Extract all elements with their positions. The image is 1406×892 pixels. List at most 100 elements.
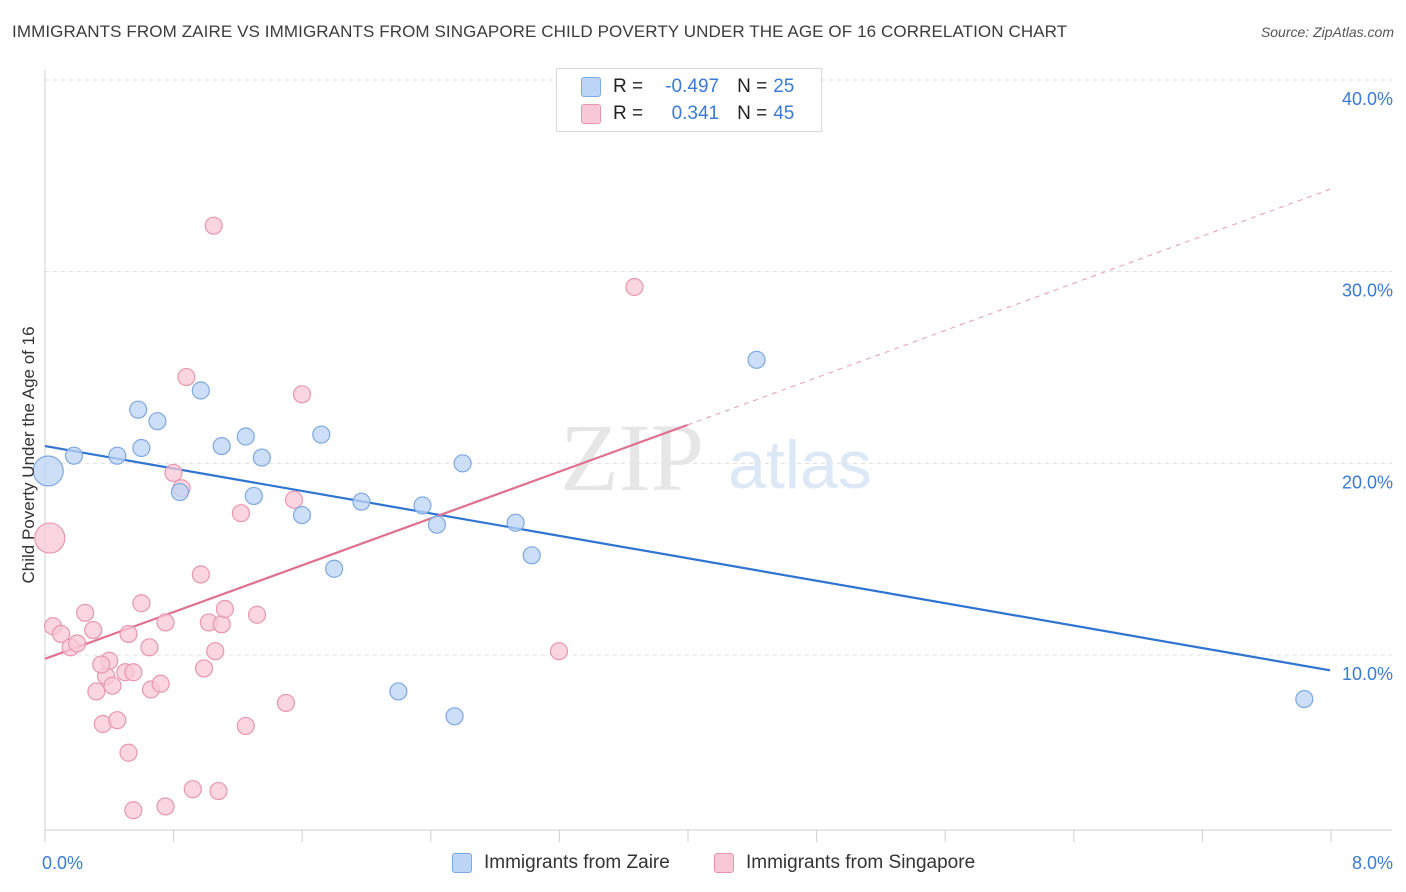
data-point-singapore [156, 797, 175, 816]
watermark-zip: ZIP [560, 404, 704, 511]
chart-title: IMMIGRANTS FROM ZAIRE VS IMMIGRANTS FROM… [12, 22, 1068, 41]
y-tick-label: 20.0% [1342, 472, 1393, 492]
series-legend: Immigrants from Zaire Immigrants from Si… [0, 852, 1406, 878]
legend-label-zaire: Immigrants from Zaire [484, 852, 670, 873]
data-point-zaire [325, 559, 344, 578]
data-point-singapore [292, 385, 312, 404]
data-point-singapore [124, 801, 143, 820]
data-point-singapore [51, 624, 71, 644]
legend-n-value-zaire: 25 [773, 76, 795, 97]
y-axis-label: Child Poverty Under the Age of 16 [19, 326, 38, 583]
gridlines [45, 79, 1392, 656]
y-tick-label: 10.0% [1342, 664, 1393, 684]
data-point-zaire [212, 436, 231, 456]
data-point-zaire [413, 496, 432, 515]
legend-row-zaire: R = -0.497 N = 25 [581, 74, 794, 100]
data-point-singapore [108, 711, 127, 730]
data-point-singapore [191, 565, 210, 584]
x-ticks [44, 830, 1332, 842]
data-point-singapore [625, 277, 644, 297]
legend-swatch-zaire [452, 853, 472, 873]
data-point-singapore [156, 613, 175, 632]
data-point-zaire [453, 454, 472, 473]
data-point-zaire [292, 505, 312, 525]
data-point-singapore [276, 693, 296, 713]
series-singapore-points [34, 216, 644, 820]
legend-swatch-zaire [581, 77, 601, 97]
data-point-singapore [34, 522, 66, 554]
data-point-singapore [284, 490, 304, 509]
x-tick-label-max: 8.0% [1352, 853, 1393, 873]
stats-legend: R = -0.497 N = 25 R = 0.341 N = 45 [556, 68, 822, 132]
legend-r-label: R = [613, 76, 644, 97]
data-point-zaire [32, 455, 64, 487]
data-point-zaire [747, 350, 766, 369]
data-point-zaire [312, 425, 331, 444]
data-point-singapore [247, 605, 267, 624]
data-point-singapore [236, 716, 255, 736]
data-point-singapore [87, 682, 106, 701]
data-point-zaire [244, 486, 263, 506]
y-tick-labels: 10.0% 20.0% 30.0% 40.0% [1342, 89, 1393, 684]
legend-n-value-singapore: 45 [773, 103, 795, 124]
data-point-zaire [148, 412, 167, 431]
series-zaire-points [32, 350, 1314, 726]
data-point-singapore [549, 642, 569, 661]
data-point-zaire [170, 482, 190, 502]
data-point-zaire [236, 427, 255, 446]
x-tick-label-min: 0.0% [42, 853, 83, 873]
data-point-singapore [119, 743, 138, 762]
data-point-zaire [522, 546, 541, 565]
trendline-singapore [44, 423, 688, 660]
axes [44, 70, 1392, 831]
data-point-singapore [209, 781, 228, 801]
data-point-singapore [103, 676, 122, 695]
legend-r-value-zaire: -0.497 [665, 76, 720, 97]
data-point-zaire [64, 446, 84, 465]
data-point-singapore [92, 655, 111, 674]
data-point-singapore [215, 599, 234, 619]
data-point-zaire [191, 381, 210, 400]
data-point-singapore [204, 216, 223, 235]
data-point-zaire [352, 492, 371, 511]
legend-label-singapore: Immigrants from Singapore [746, 852, 976, 873]
data-point-zaire [427, 515, 447, 534]
data-point-singapore [68, 634, 87, 653]
data-point-singapore [231, 504, 251, 523]
data-point-zaire [506, 513, 525, 532]
data-point-singapore [212, 615, 231, 634]
legend-row-singapore: R = 0.341 N = 45 [581, 101, 794, 127]
watermark: ZIP atlas [560, 404, 872, 511]
data-point-singapore [84, 620, 103, 640]
data-point-singapore [177, 367, 196, 387]
legend-item-singapore[interactable]: Immigrants from Singapore [714, 852, 975, 874]
legend-swatch-singapore [714, 853, 734, 873]
data-point-singapore [119, 624, 138, 644]
legend-r-label: R = [613, 103, 644, 124]
legend-item-zaire[interactable]: Immigrants from Zaire [452, 852, 670, 874]
data-point-zaire [389, 682, 408, 701]
data-point-zaire [252, 448, 271, 467]
data-point-singapore [151, 674, 170, 693]
legend-n-label: N = [737, 103, 768, 124]
legend-swatch-singapore [581, 104, 601, 124]
y-tick-label: 30.0% [1342, 281, 1393, 301]
source-credit: Source: ZipAtlas.com [1260, 24, 1394, 40]
data-point-singapore [124, 663, 143, 682]
legend-n-label: N = [737, 76, 768, 97]
watermark-atlas: atlas [728, 427, 872, 503]
data-point-singapore [183, 780, 202, 799]
data-point-zaire [1295, 689, 1314, 709]
data-point-singapore [140, 638, 159, 657]
x-tick-labels: 0.0% 8.0% [42, 853, 1393, 873]
legend-r-value-singapore: 0.341 [671, 103, 720, 124]
data-point-singapore [206, 642, 225, 661]
trend-lines [44, 188, 1331, 672]
y-tick-label: 40.0% [1342, 89, 1393, 109]
trendline-singapore-extension [687, 188, 1331, 426]
data-point-singapore [76, 603, 95, 622]
data-point-zaire [129, 400, 148, 419]
trendline-zaire [44, 444, 1331, 672]
data-point-singapore [194, 659, 214, 678]
